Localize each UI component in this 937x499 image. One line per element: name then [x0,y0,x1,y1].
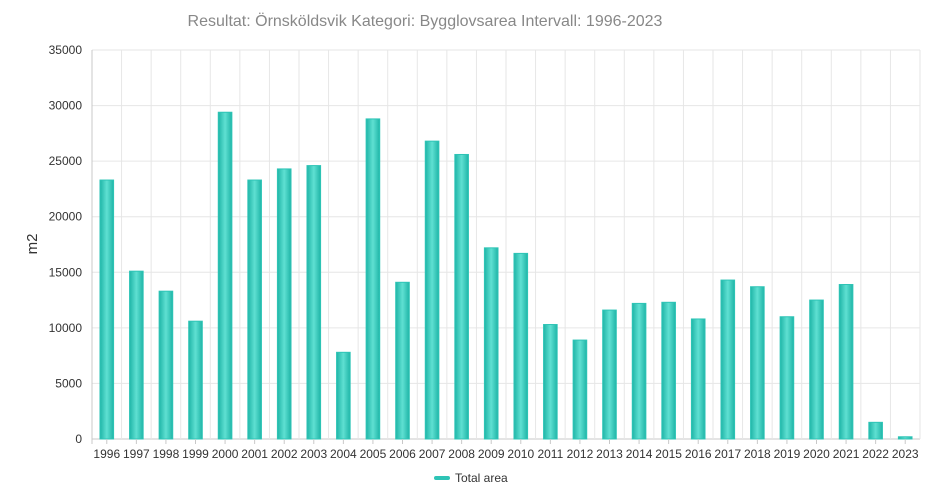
x-tick-label: 2016 [685,447,712,461]
y-axis-label: m2 [24,234,41,255]
legend-swatch[interactable] [434,476,450,480]
bar-2007[interactable] [424,140,440,440]
bar-2006[interactable] [395,281,410,440]
bar-2013[interactable] [602,309,617,440]
x-tick-label: 2020 [803,447,830,461]
bar-2002[interactable] [276,168,292,440]
x-tick-label: 2017 [714,447,741,461]
bar-series [99,111,913,440]
grid-lines [91,49,921,444]
bar-2019[interactable] [779,316,795,440]
bar-2003[interactable] [306,165,322,440]
x-tick-label: 2003 [300,447,327,461]
y-tick-label: 15000 [49,265,83,279]
y-tick-label: 20000 [49,210,83,224]
bar-2016[interactable] [690,318,706,440]
y-tick-label: 35000 [49,43,83,57]
bar-2001[interactable] [247,179,262,440]
x-tick-label: 2022 [862,447,889,461]
bar-1998[interactable] [158,290,174,440]
y-tick-label: 25000 [49,154,83,168]
bar-2011[interactable] [543,324,558,440]
bar-1999[interactable] [188,320,203,440]
y-axis-ticks: 0 5000 10000 15000 20000 25000 30000 35000 [49,43,83,446]
x-tick-label: 2002 [271,447,298,461]
bar-2004[interactable] [336,351,351,440]
x-tick-label: 2014 [626,447,653,461]
x-tick-label: 2023 [892,447,919,461]
bar-2017[interactable] [720,279,736,440]
x-tick-label: 2013 [596,447,623,461]
bar-2009[interactable] [483,247,499,440]
x-tick-label: 2012 [567,447,594,461]
y-tick-label: 5000 [55,376,82,390]
legend[interactable]: Total area [434,471,508,485]
x-tick-label: 1996 [93,447,120,461]
bar-2021[interactable] [838,284,854,440]
x-tick-label: 2019 [774,447,801,461]
bar-2008[interactable] [454,153,469,440]
x-tick-label: 2009 [478,447,505,461]
y-tick-label: 10000 [49,321,83,335]
bar-2020[interactable] [809,299,824,440]
x-tick-label: 2011 [537,447,563,461]
legend-label[interactable]: Total area [455,471,508,485]
x-tick-label: 2006 [389,447,416,461]
x-tick-label: 2001 [241,447,268,461]
x-tick-label: 2007 [419,447,446,461]
bar-2018[interactable] [750,286,765,440]
bar-2005[interactable] [365,118,381,440]
x-axis-ticks: 1996 1997 1998 1999 2000 2001 2002 2003 2004 2005… [93,439,919,461]
x-tick-label: 2000 [212,447,239,461]
bar-2014[interactable] [631,302,647,440]
y-tick-label: 30000 [49,99,83,113]
x-tick-label: 1998 [153,447,180,461]
x-tick-label: 2008 [448,447,475,461]
x-tick-label: 2005 [360,447,387,461]
x-tick-label: 2018 [744,447,771,461]
x-tick-label: 2021 [833,447,860,461]
bar-2015[interactable] [661,301,676,440]
bar-1997[interactable] [129,270,144,440]
bar-2022[interactable] [868,421,883,440]
bar-2012[interactable] [572,339,588,440]
bar-2010[interactable] [513,252,529,440]
x-tick-label: 2010 [507,447,534,461]
bar-2000[interactable] [217,111,233,440]
bar-1996[interactable] [99,179,115,440]
x-tick-label: 2015 [655,447,682,461]
x-tick-label: 1997 [123,447,150,461]
y-tick-label: 0 [75,432,82,446]
x-tick-label: 2004 [330,447,357,461]
bar-2023[interactable] [897,436,913,440]
x-tick-label: 1999 [182,447,209,461]
chart-title: Resultat: Örnsköldsvik Kategori: Bygglov… [188,12,663,30]
